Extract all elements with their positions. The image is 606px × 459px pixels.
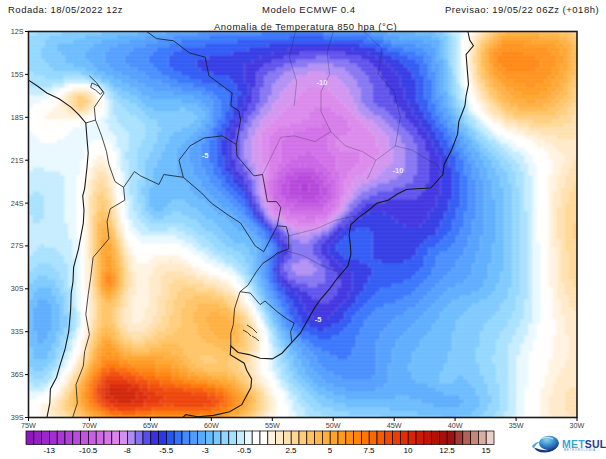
svg-text:METSUL: METSUL (562, 438, 606, 450)
svg-text:60W: 60W (204, 421, 219, 430)
svg-text:12S: 12S (11, 27, 24, 36)
svg-text:30W: 30W (570, 421, 585, 430)
svg-text:-5.5: -5.5 (159, 446, 173, 455)
svg-text:18S: 18S (11, 113, 24, 122)
svg-text:5: 5 (328, 446, 333, 455)
svg-text:75W: 75W (21, 421, 36, 430)
svg-text:10: 10 (404, 446, 413, 455)
svg-text:2.5: 2.5 (285, 446, 297, 455)
svg-text:30S: 30S (11, 284, 24, 293)
svg-text:36S: 36S (11, 370, 24, 379)
svg-text:15: 15 (482, 446, 491, 455)
svg-text:-10.5: -10.5 (79, 446, 98, 455)
svg-text:15S: 15S (11, 70, 24, 79)
svg-text:65W: 65W (143, 421, 158, 430)
svg-text:-5: -5 (315, 315, 322, 324)
svg-text:-13: -13 (43, 446, 55, 455)
svg-text:-8: -8 (124, 446, 132, 455)
svg-text:12.5: 12.5 (439, 446, 455, 455)
svg-text:35W: 35W (509, 421, 524, 430)
svg-text:-10: -10 (393, 166, 404, 175)
svg-text:-10: -10 (317, 78, 328, 87)
svg-text:70W: 70W (82, 421, 97, 430)
svg-text:METEOROLOGIA: METEOROLOGIA (564, 448, 596, 452)
svg-text:27S: 27S (11, 241, 24, 250)
svg-text:-5: -5 (202, 151, 209, 160)
svg-text:-0.5: -0.5 (237, 446, 251, 455)
svg-text:50W: 50W (326, 421, 341, 430)
svg-text:-3: -3 (202, 446, 210, 455)
svg-text:21S: 21S (11, 156, 24, 165)
svg-text:45W: 45W (387, 421, 402, 430)
svg-text:7.5: 7.5 (363, 446, 375, 455)
svg-text:33S: 33S (11, 327, 24, 336)
svg-text:55W: 55W (265, 421, 280, 430)
svg-text:24S: 24S (11, 199, 24, 208)
svg-text:40W: 40W (448, 421, 463, 430)
